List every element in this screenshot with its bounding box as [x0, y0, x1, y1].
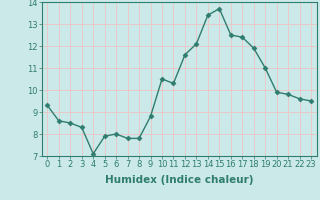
- X-axis label: Humidex (Indice chaleur): Humidex (Indice chaleur): [105, 175, 253, 185]
